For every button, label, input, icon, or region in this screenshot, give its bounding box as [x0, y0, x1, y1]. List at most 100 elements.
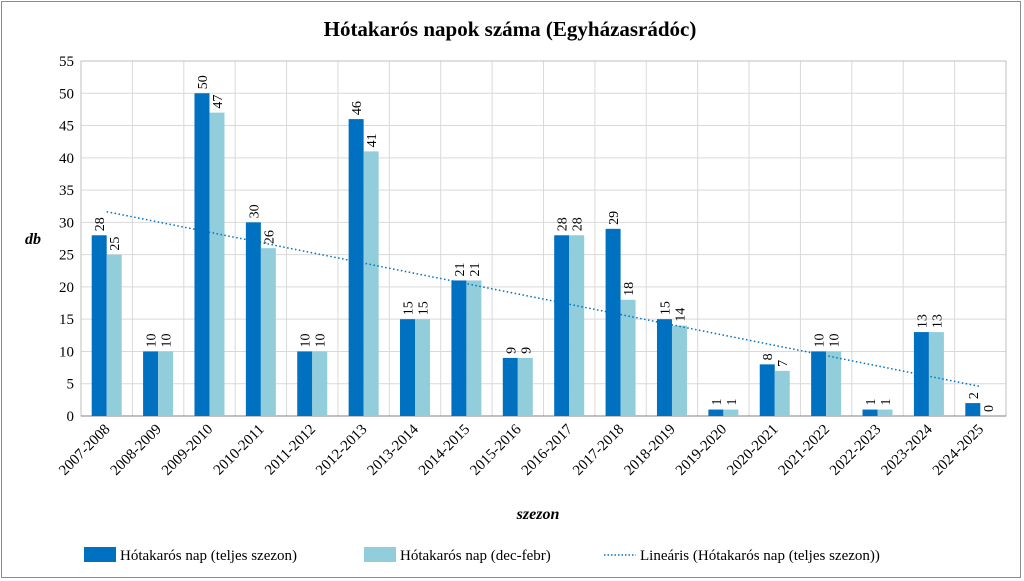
data-label: 28 — [556, 217, 571, 231]
y-tick-label: 30 — [59, 215, 74, 231]
grid-lines — [80, 60, 1007, 417]
data-label: 13 — [915, 314, 930, 328]
bars — [91, 93, 981, 417]
bar-teljes — [502, 357, 518, 416]
y-tick-label: 55 — [59, 54, 74, 70]
data-label: 1 — [864, 399, 879, 406]
bar-teljes — [965, 403, 981, 416]
x-tick-label: 2007-2008 — [56, 422, 113, 479]
data-label: 47 — [211, 95, 226, 109]
x-tick-label: 2012-2013 — [313, 422, 370, 479]
x-tick-label: 2021-2022 — [776, 422, 833, 479]
data-label: 1 — [725, 399, 740, 406]
data-label: 10 — [828, 333, 843, 347]
data-label: 1 — [879, 399, 894, 406]
legend-swatch-dec-febr — [364, 547, 396, 562]
bar-dec-febr — [517, 357, 533, 416]
bar-dec-febr — [826, 351, 842, 416]
bar-teljes — [348, 119, 364, 416]
x-axis-ticks: 2007-20082008-20092009-20102010-20112011… — [56, 421, 987, 479]
data-label: 9 — [504, 347, 519, 354]
data-label: 18 — [622, 282, 637, 296]
bar-dec-febr — [158, 351, 174, 416]
data-label: 8 — [761, 353, 776, 360]
x-tick-label: 2016-2017 — [519, 421, 577, 479]
legend-label-dec-febr: Hótakarós nap (dec-febr) — [400, 548, 551, 564]
data-label: 30 — [247, 204, 262, 218]
bar-teljes — [297, 351, 313, 416]
y-tick-label: 40 — [59, 151, 74, 167]
data-label: 10 — [813, 333, 828, 347]
x-tick-label: 2009-2010 — [159, 422, 216, 479]
data-label: 10 — [160, 333, 175, 347]
data-label: 2 — [967, 392, 982, 399]
y-tick-label: 0 — [67, 409, 75, 425]
x-tick-label: 2010-2011 — [211, 422, 268, 479]
bar-teljes — [194, 93, 210, 416]
bar-dec-febr — [620, 299, 636, 416]
bar-dec-febr — [312, 351, 328, 416]
y-tick-label: 15 — [59, 312, 74, 328]
legend-label-teljes: Hótakarós nap (teljes szezon) — [120, 548, 297, 564]
bar-dec-febr — [671, 325, 687, 416]
y-tick-label: 20 — [59, 280, 74, 296]
data-label: 26 — [262, 230, 277, 244]
data-label: 10 — [314, 333, 329, 347]
data-label: 10 — [299, 333, 314, 347]
data-label: 28 — [571, 217, 586, 231]
bar-teljes — [554, 235, 570, 416]
data-label: 41 — [365, 133, 380, 147]
x-tick-label: 2024-2025 — [930, 422, 987, 479]
bar-dec-febr — [260, 248, 276, 416]
bar-teljes — [913, 332, 929, 416]
legend-swatch-teljes — [84, 547, 116, 562]
bar-teljes — [708, 409, 724, 416]
x-tick-label: 2017-2018 — [570, 422, 627, 479]
bar-dec-febr — [415, 319, 431, 416]
bar-dec-febr — [466, 280, 482, 416]
x-tick-label: 2020-2021 — [724, 422, 781, 479]
y-axis-title: db — [25, 231, 41, 248]
bar-teljes — [759, 364, 775, 416]
x-axis-title: szezon — [516, 506, 560, 523]
y-tick-label: 35 — [59, 183, 74, 199]
legend-label-linear: Lineáris (Hótakarós nap (teljes szezon)) — [640, 548, 880, 564]
chart-title: Hótakarós napok száma (Egyházasrádóc) — [324, 17, 697, 41]
x-tick-label: 2014-2015 — [416, 422, 473, 479]
bar-dec-febr — [106, 254, 122, 416]
data-label: 15 — [402, 301, 417, 315]
data-label: 1 — [710, 399, 725, 406]
bar-teljes — [605, 228, 621, 416]
y-tick-label: 45 — [59, 119, 74, 135]
data-label: 13 — [930, 314, 945, 328]
bar-dec-febr — [723, 409, 739, 416]
bar-dec-febr — [363, 151, 379, 416]
x-tick-label: 2008-2009 — [108, 422, 165, 479]
bar-teljes — [91, 235, 107, 416]
y-axis-ticks: 0 5 10 15 20 25 30 35 40 45 50 55 — [59, 54, 74, 425]
x-tick-label: 2018-2019 — [622, 422, 679, 479]
data-label: 21 — [453, 262, 468, 276]
x-tick-label: 2023-2024 — [878, 421, 936, 479]
bar-teljes — [862, 409, 878, 416]
bar-teljes — [451, 280, 467, 416]
bar-teljes — [143, 351, 159, 416]
x-tick-label: 2011-2012 — [262, 422, 319, 479]
bar-teljes — [400, 319, 416, 416]
x-tick-label: 2015-2016 — [467, 421, 525, 479]
x-tick-label: 2013-2014 — [365, 421, 423, 479]
data-label: 25 — [108, 237, 123, 251]
y-tick-label: 50 — [59, 86, 74, 102]
y-tick-label: 5 — [67, 377, 75, 393]
data-label: 9 — [519, 347, 534, 354]
trendline-linear — [106, 210, 981, 388]
data-label: 15 — [417, 301, 432, 315]
bar-teljes — [811, 351, 827, 416]
data-label: 50 — [196, 75, 211, 89]
data-label: 7 — [776, 360, 791, 367]
bar-teljes — [656, 319, 672, 416]
y-tick-label: 25 — [59, 248, 74, 264]
data-label: 21 — [468, 262, 483, 276]
x-tick-label: 2022-2023 — [827, 422, 884, 479]
